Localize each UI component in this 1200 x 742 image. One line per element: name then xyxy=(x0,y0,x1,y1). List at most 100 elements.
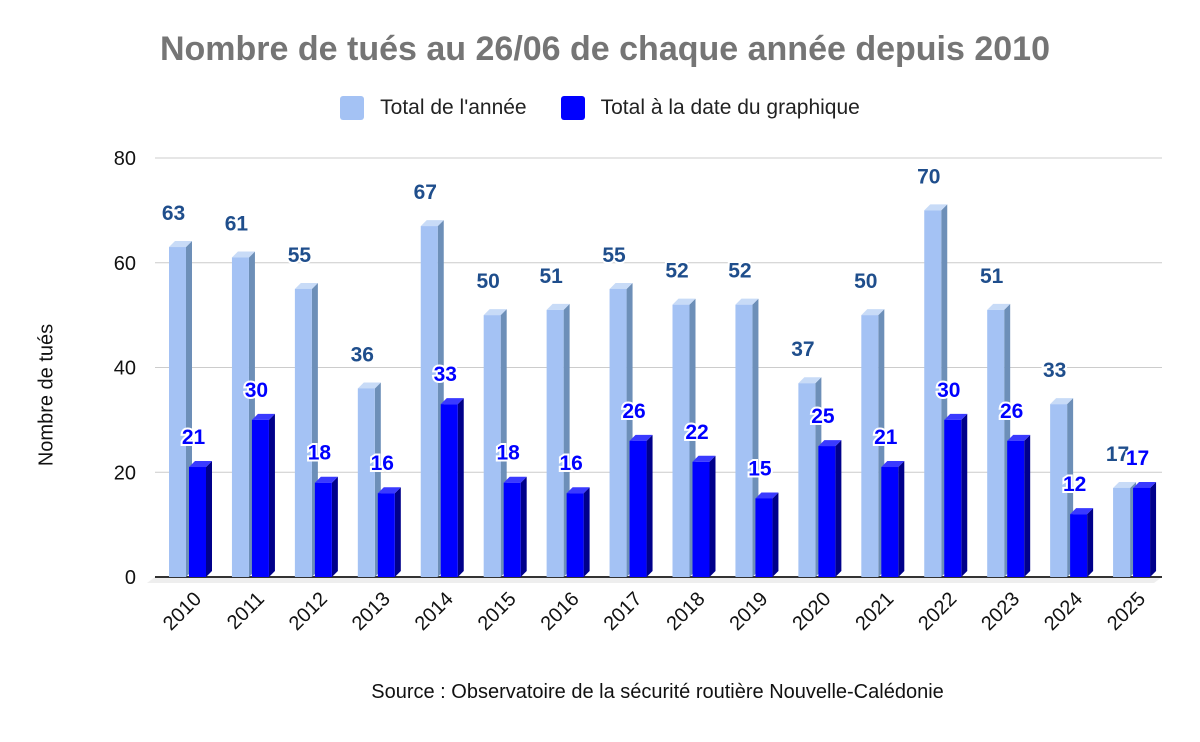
data-label-2022-s1: 30 xyxy=(937,379,960,402)
bar-top-2011-s0 xyxy=(231,251,255,258)
y-tick-label-40: 40 xyxy=(114,358,136,380)
bar-side-2012-s1 xyxy=(331,476,338,577)
bar-2011-s1 xyxy=(251,419,269,577)
data-label-2013-s1: 16 xyxy=(371,452,394,475)
legend-swatch-total-date xyxy=(560,96,585,120)
bar-2012-s1 xyxy=(314,482,332,577)
bar-2015-s1 xyxy=(503,482,521,577)
x-tick-label-2015: 2015 xyxy=(474,588,521,635)
bar-top-2011-s1 xyxy=(251,413,275,420)
bar-top-2023-s1 xyxy=(1007,434,1031,441)
data-label-2012-s0: 55 xyxy=(288,244,312,267)
x-tick-label-2020: 2020 xyxy=(788,588,835,635)
x-tick-label-2017: 2017 xyxy=(600,588,647,635)
bar-top-2019-s1 xyxy=(755,492,779,499)
x-tick-label-2011: 2011 xyxy=(223,588,269,634)
x-tick-label-2022: 2022 xyxy=(914,588,961,635)
bar-side-2011-s1 xyxy=(268,413,275,577)
bar-top-2020-s1 xyxy=(818,440,842,447)
bar-2020-s1 xyxy=(818,446,836,577)
bar-2020-s0 xyxy=(798,383,816,577)
bar-2014-s1 xyxy=(440,404,458,577)
bar-2017-s1 xyxy=(629,440,647,577)
x-tick-label-2018: 2018 xyxy=(662,588,709,635)
data-label-2025-s0: 17 xyxy=(1106,443,1129,466)
legend-item-total-annee[interactable]: Total de l'année xyxy=(340,96,527,120)
data-label-2010-s1: 21 xyxy=(182,426,206,449)
bar-2021-s1 xyxy=(881,467,899,577)
bar-top-2016-s1 xyxy=(566,487,590,494)
x-tick-label-2010: 2010 xyxy=(159,588,206,635)
bar-top-2023-s0 xyxy=(987,303,1011,310)
bar-side-2025-s1 xyxy=(1150,481,1157,577)
bar-side-2013-s1 xyxy=(394,487,401,577)
bar-side-2022-s1 xyxy=(961,413,968,577)
bar-top-2017-s0 xyxy=(609,282,633,289)
bar-2019-s0 xyxy=(735,304,753,577)
bar-top-2010-s1 xyxy=(189,461,212,468)
x-tick-label-2019: 2019 xyxy=(725,588,772,635)
bar-top-2016-s0 xyxy=(546,303,570,310)
bar-top-2013-s1 xyxy=(377,487,401,494)
data-label-2010-s0: 63 xyxy=(162,202,185,225)
data-label-2011-s0: 61 xyxy=(225,213,249,236)
bar-2013-s1 xyxy=(377,493,395,577)
data-label-2024-s1: 12 xyxy=(1063,473,1086,496)
bar-2010-s0 xyxy=(169,247,186,577)
bar-2012-s0 xyxy=(294,288,312,577)
bar-top-2013-s0 xyxy=(357,382,381,389)
data-label-2016-s0: 51 xyxy=(539,265,563,288)
bar-2016-s0 xyxy=(546,309,564,577)
x-tick-label-2025: 2025 xyxy=(1103,588,1150,635)
data-label-2015-s1: 18 xyxy=(497,442,521,465)
y-tick-label-20: 20 xyxy=(114,462,136,484)
bar-top-2015-s1 xyxy=(503,476,527,483)
data-label-2023-s1: 26 xyxy=(1000,400,1023,423)
bar-2010-s1 xyxy=(189,467,206,577)
x-tick-label-2016: 2016 xyxy=(537,588,584,635)
data-label-2015-s0: 50 xyxy=(477,270,500,293)
source-note: Source : Observatoire de la sécurité rou… xyxy=(371,681,944,703)
bar-top-2012-s1 xyxy=(314,476,338,483)
data-label-2021-s0: 50 xyxy=(854,270,877,293)
data-label-2017-s1: 26 xyxy=(622,400,645,423)
x-tick-label-2014: 2014 xyxy=(411,588,458,635)
y-tick-label-0: 0 xyxy=(125,567,136,589)
bar-2018-s0 xyxy=(672,304,690,577)
data-label-2022-s0: 70 xyxy=(917,165,940,188)
bar-2021-s0 xyxy=(861,315,879,577)
bar-side-2014-s1 xyxy=(457,398,464,577)
data-label-2021-s1: 21 xyxy=(874,426,898,449)
bar-top-2015-s0 xyxy=(483,309,507,316)
bar-side-2015-s1 xyxy=(520,476,527,577)
bar-top-2014-s0 xyxy=(420,220,444,227)
bar-side-2018-s1 xyxy=(709,455,716,577)
x-axis-floor xyxy=(147,577,1162,583)
data-label-2025-s1: 17 xyxy=(1126,447,1149,470)
x-tick-label-2024: 2024 xyxy=(1040,588,1087,635)
data-label-2011-s1: 30 xyxy=(245,379,268,402)
bar-2013-s0 xyxy=(357,388,375,577)
bar-top-2021-s0 xyxy=(861,309,885,316)
bar-top-2018-s1 xyxy=(692,455,716,462)
legend-item-total-date[interactable]: Total à la date du graphique xyxy=(560,96,860,120)
bar-2011-s0 xyxy=(231,257,249,577)
data-label-2018-s1: 22 xyxy=(685,421,708,444)
bar-side-2024-s1 xyxy=(1087,508,1094,577)
data-label-2014-s1: 33 xyxy=(434,363,457,386)
bar-top-2022-s0 xyxy=(924,204,948,211)
bar-top-2019-s0 xyxy=(735,298,759,305)
bar-side-2019-s1 xyxy=(772,492,779,577)
data-label-2016-s1: 16 xyxy=(559,452,582,475)
x-tick-label-2012: 2012 xyxy=(285,588,332,635)
data-label-2014-s0: 67 xyxy=(414,181,437,204)
x-tick-label-2023: 2023 xyxy=(977,588,1024,635)
data-label-2023-s0: 51 xyxy=(980,265,1004,288)
legend-label-total-annee: Total de l'année xyxy=(380,96,527,119)
bar-2025-s0 xyxy=(1113,487,1131,577)
legend: Total de l'année Total à la date du grap… xyxy=(0,96,1200,120)
bar-2015-s0 xyxy=(483,315,501,577)
bar-top-2018-s0 xyxy=(672,298,696,305)
bar-top-2025-s0 xyxy=(1113,481,1137,488)
bar-side-2020-s1 xyxy=(835,440,842,577)
